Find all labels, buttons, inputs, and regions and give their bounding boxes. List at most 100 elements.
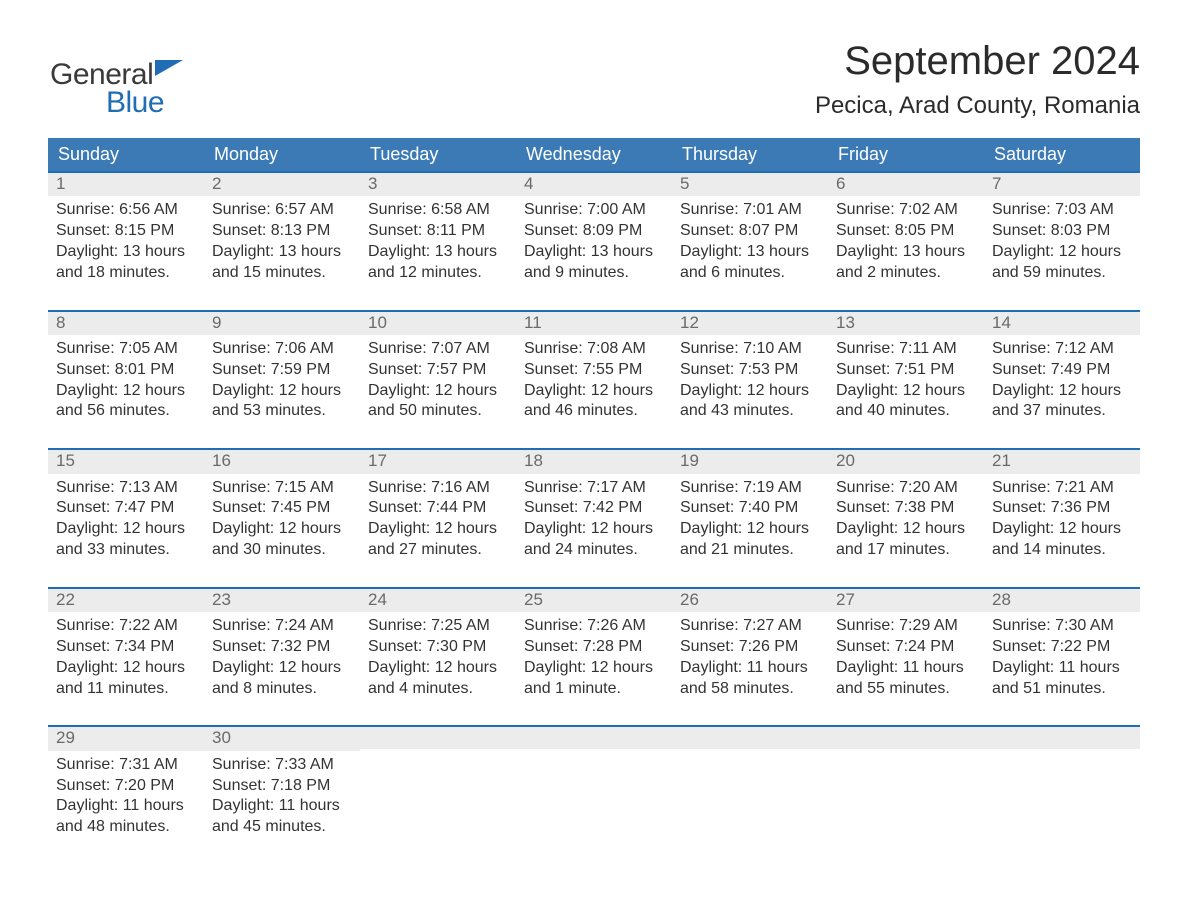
sunset: Sunset: 7:22 PM [992, 637, 1132, 658]
sunset: Sunset: 7:32 PM [212, 637, 352, 658]
day-cell: 7Sunrise: 7:03 AMSunset: 8:03 PMDaylight… [984, 172, 1140, 311]
sunrise: Sunrise: 6:58 AM [368, 200, 508, 221]
day-cell: 2Sunrise: 6:57 AMSunset: 8:13 PMDaylight… [204, 172, 360, 311]
week-row: 1Sunrise: 6:56 AMSunset: 8:15 PMDaylight… [48, 172, 1140, 311]
day-cell: 13Sunrise: 7:11 AMSunset: 7:51 PMDayligh… [828, 311, 984, 450]
daylight-line1: Daylight: 12 hours [680, 381, 820, 402]
daylight-line1: Daylight: 12 hours [56, 658, 196, 679]
sunrise: Sunrise: 7:08 AM [524, 339, 664, 360]
day-number: 17 [360, 450, 516, 473]
daylight-line1: Daylight: 12 hours [368, 658, 508, 679]
day-number: 19 [672, 450, 828, 473]
day-cell: 14Sunrise: 7:12 AMSunset: 7:49 PMDayligh… [984, 311, 1140, 450]
daylight-line2: and 9 minutes. [524, 263, 664, 284]
day-number [984, 727, 1140, 749]
day-details: Sunrise: 7:19 AMSunset: 7:40 PMDaylight:… [672, 474, 828, 587]
day-cell: 22Sunrise: 7:22 AMSunset: 7:34 PMDayligh… [48, 588, 204, 727]
sunrise: Sunrise: 7:31 AM [56, 755, 196, 776]
day-number: 27 [828, 589, 984, 612]
sunrise: Sunrise: 7:12 AM [992, 339, 1132, 360]
day-cell: 9Sunrise: 7:06 AMSunset: 7:59 PMDaylight… [204, 311, 360, 450]
sunset: Sunset: 7:55 PM [524, 360, 664, 381]
daylight-line2: and 56 minutes. [56, 401, 196, 422]
daylight-line1: Daylight: 12 hours [212, 658, 352, 679]
daylight-line2: and 55 minutes. [836, 679, 976, 700]
day-number: 26 [672, 589, 828, 612]
day-details: Sunrise: 6:57 AMSunset: 8:13 PMDaylight:… [204, 196, 360, 309]
sunrise: Sunrise: 7:01 AM [680, 200, 820, 221]
day-details: Sunrise: 7:29 AMSunset: 7:24 PMDaylight:… [828, 612, 984, 725]
day-number [672, 727, 828, 749]
sunrise: Sunrise: 7:27 AM [680, 616, 820, 637]
day-number: 15 [48, 450, 204, 473]
day-details: Sunrise: 7:21 AMSunset: 7:36 PMDaylight:… [984, 474, 1140, 587]
daylight-line2: and 27 minutes. [368, 540, 508, 561]
day-details: Sunrise: 6:56 AMSunset: 8:15 PMDaylight:… [48, 196, 204, 309]
weekday-header: Friday [828, 138, 984, 172]
daylight-line1: Daylight: 12 hours [524, 381, 664, 402]
daylight-line2: and 17 minutes. [836, 540, 976, 561]
daylight-line1: Daylight: 13 hours [524, 242, 664, 263]
day-details: Sunrise: 7:33 AMSunset: 7:18 PMDaylight:… [204, 751, 360, 864]
day-details: Sunrise: 7:16 AMSunset: 7:44 PMDaylight:… [360, 474, 516, 587]
daylight-line2: and 58 minutes. [680, 679, 820, 700]
daylight-line2: and 4 minutes. [368, 679, 508, 700]
day-cell: 29Sunrise: 7:31 AMSunset: 7:20 PMDayligh… [48, 726, 204, 864]
daylight-line1: Daylight: 12 hours [524, 658, 664, 679]
daylight-line1: Daylight: 11 hours [56, 796, 196, 817]
sunset: Sunset: 7:26 PM [680, 637, 820, 658]
daylight-line2: and 37 minutes. [992, 401, 1132, 422]
day-details: Sunrise: 7:06 AMSunset: 7:59 PMDaylight:… [204, 335, 360, 448]
sunset: Sunset: 8:15 PM [56, 221, 196, 242]
day-details: Sunrise: 6:58 AMSunset: 8:11 PMDaylight:… [360, 196, 516, 309]
day-details: Sunrise: 7:10 AMSunset: 7:53 PMDaylight:… [672, 335, 828, 448]
day-cell [828, 726, 984, 864]
day-details: Sunrise: 7:26 AMSunset: 7:28 PMDaylight:… [516, 612, 672, 725]
weekday-header: Thursday [672, 138, 828, 172]
daylight-line2: and 11 minutes. [56, 679, 196, 700]
sunrise: Sunrise: 7:29 AM [836, 616, 976, 637]
day-details: Sunrise: 7:24 AMSunset: 7:32 PMDaylight:… [204, 612, 360, 725]
day-details: Sunrise: 7:31 AMSunset: 7:20 PMDaylight:… [48, 751, 204, 864]
sunrise: Sunrise: 7:06 AM [212, 339, 352, 360]
daylight-line1: Daylight: 12 hours [836, 381, 976, 402]
day-details: Sunrise: 7:13 AMSunset: 7:47 PMDaylight:… [48, 474, 204, 587]
daylight-line2: and 43 minutes. [680, 401, 820, 422]
day-number: 29 [48, 727, 204, 750]
day-details: Sunrise: 7:30 AMSunset: 7:22 PMDaylight:… [984, 612, 1140, 725]
day-number: 9 [204, 312, 360, 335]
daylight-line1: Daylight: 13 hours [212, 242, 352, 263]
sunset: Sunset: 8:11 PM [368, 221, 508, 242]
daylight-line1: Daylight: 11 hours [212, 796, 352, 817]
day-details: Sunrise: 7:17 AMSunset: 7:42 PMDaylight:… [516, 474, 672, 587]
daylight-line1: Daylight: 13 hours [56, 242, 196, 263]
sunset: Sunset: 8:05 PM [836, 221, 976, 242]
day-cell: 20Sunrise: 7:20 AMSunset: 7:38 PMDayligh… [828, 449, 984, 588]
day-number: 7 [984, 173, 1140, 196]
day-number: 2 [204, 173, 360, 196]
day-cell: 25Sunrise: 7:26 AMSunset: 7:28 PMDayligh… [516, 588, 672, 727]
sunset: Sunset: 8:09 PM [524, 221, 664, 242]
daylight-line2: and 1 minute. [524, 679, 664, 700]
day-cell [984, 726, 1140, 864]
daylight-line2: and 30 minutes. [212, 540, 352, 561]
brand-logo: General Blue [50, 58, 183, 92]
day-details: Sunrise: 7:03 AMSunset: 8:03 PMDaylight:… [984, 196, 1140, 309]
sunrise: Sunrise: 7:00 AM [524, 200, 664, 221]
sunset: Sunset: 7:59 PM [212, 360, 352, 381]
daylight-line2: and 50 minutes. [368, 401, 508, 422]
sunrise: Sunrise: 7:15 AM [212, 478, 352, 499]
day-number: 23 [204, 589, 360, 612]
sunset: Sunset: 7:53 PM [680, 360, 820, 381]
daylight-line1: Daylight: 12 hours [368, 381, 508, 402]
daylight-line1: Daylight: 12 hours [992, 242, 1132, 263]
daylight-line1: Daylight: 12 hours [992, 381, 1132, 402]
sunset: Sunset: 7:44 PM [368, 498, 508, 519]
daylight-line1: Daylight: 12 hours [212, 519, 352, 540]
day-cell: 28Sunrise: 7:30 AMSunset: 7:22 PMDayligh… [984, 588, 1140, 727]
day-cell: 11Sunrise: 7:08 AMSunset: 7:55 PMDayligh… [516, 311, 672, 450]
day-details: Sunrise: 7:07 AMSunset: 7:57 PMDaylight:… [360, 335, 516, 448]
day-number [516, 727, 672, 749]
day-cell: 3Sunrise: 6:58 AMSunset: 8:11 PMDaylight… [360, 172, 516, 311]
sunset: Sunset: 7:45 PM [212, 498, 352, 519]
